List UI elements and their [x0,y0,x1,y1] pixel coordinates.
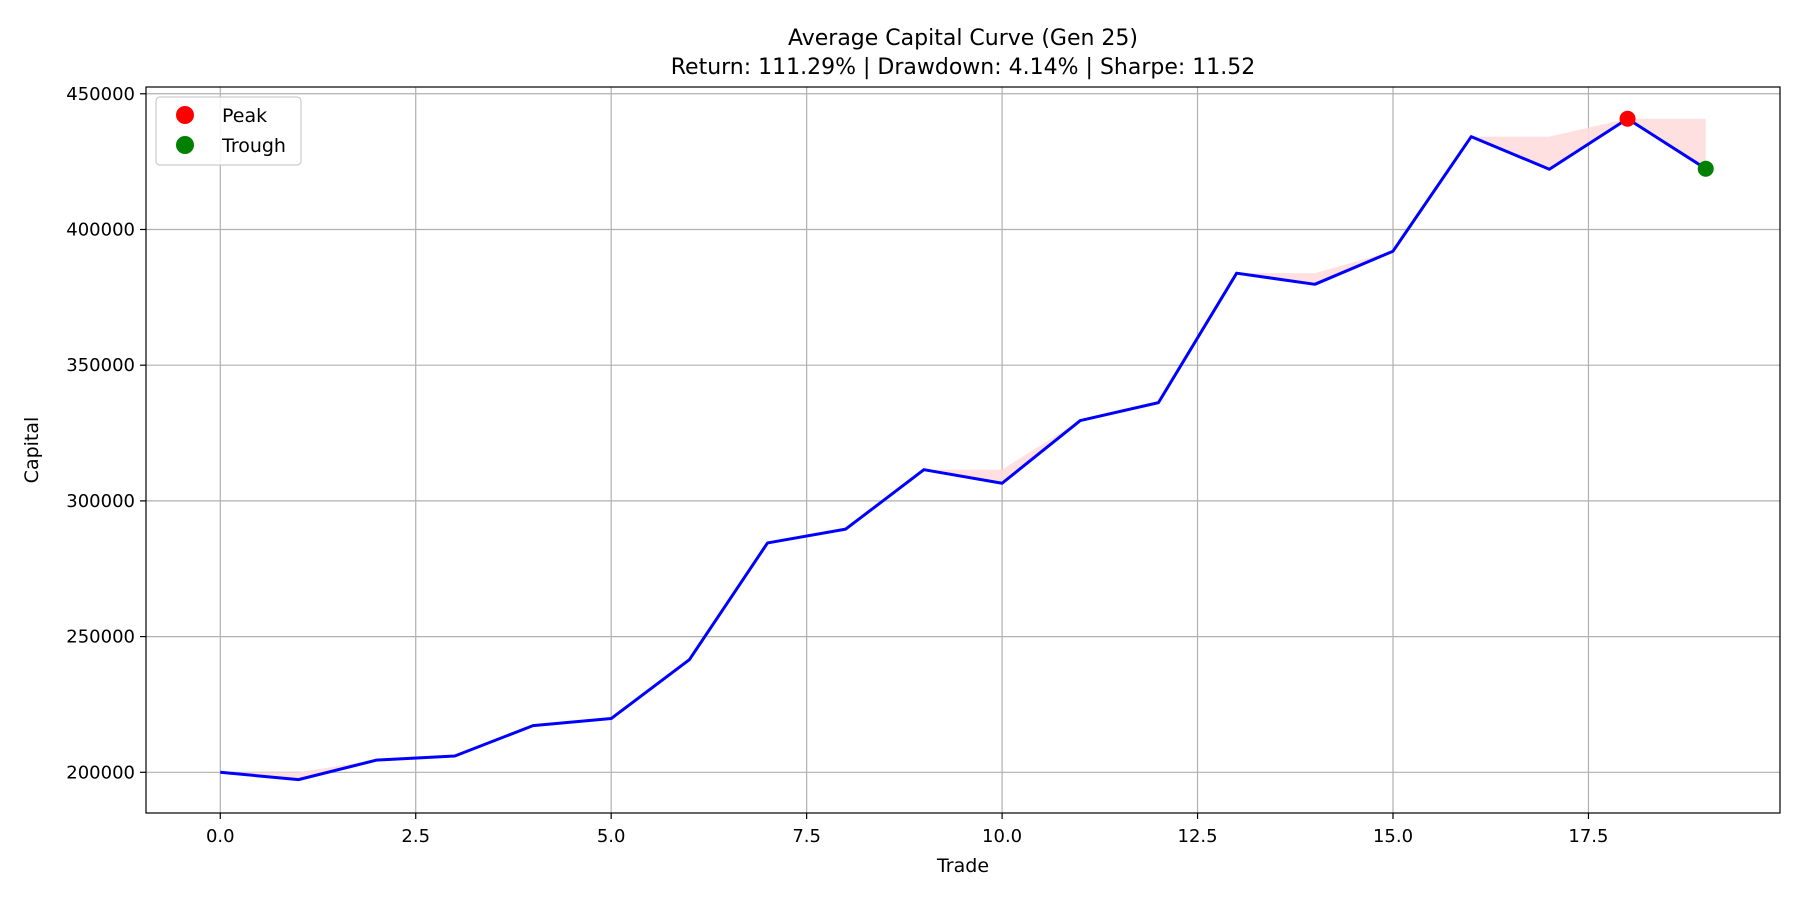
y-tick-label: 450000 [66,84,135,105]
legend-trough-swatch [176,136,194,154]
trough-marker [1697,160,1714,177]
y-tick-label: 200000 [66,762,135,783]
y-tick-label: 300000 [66,491,135,512]
y-axis-label: Capital [21,417,43,484]
x-tick-label: 0.0 [206,826,235,847]
x-tick-label: 5.0 [597,826,626,847]
y-tick-label: 350000 [66,355,135,376]
x-tick-label: 15.0 [1373,826,1413,847]
chart-subtitle: Return: 111.29% | Drawdown: 4.14% | Shar… [671,55,1256,80]
x-tick-label: 7.5 [792,826,821,847]
x-axis-ticks: 0.0 2.5 5.0 7.5 10.0 12.5 15.0 17.5 [206,813,1608,847]
y-tick-label: 400000 [66,219,135,240]
x-tick-label: 12.5 [1178,826,1218,847]
legend-trough-label: Trough [221,135,286,157]
chart-title: Average Capital Curve (Gen 25) [788,26,1138,51]
peak-marker [1619,110,1636,127]
peak-trough-markers [1619,110,1714,177]
capital-line [220,117,1707,782]
x-tick-label: 17.5 [1568,826,1608,847]
grid-lines [146,87,1780,813]
legend-peak-swatch [176,106,194,124]
y-axis-ticks: 200000 250000 300000 350000 400000 450000 [66,84,146,783]
legend-peak-label: Peak [222,105,267,127]
legend: Peak Trough [155,96,302,166]
x-tick-label: 10.0 [982,826,1022,847]
y-tick-label: 250000 [66,627,135,648]
x-axis-label: Trade [936,855,989,877]
x-tick-label: 2.5 [401,826,430,847]
capital-line-layer [220,117,1707,782]
plot-frame [145,86,1781,814]
